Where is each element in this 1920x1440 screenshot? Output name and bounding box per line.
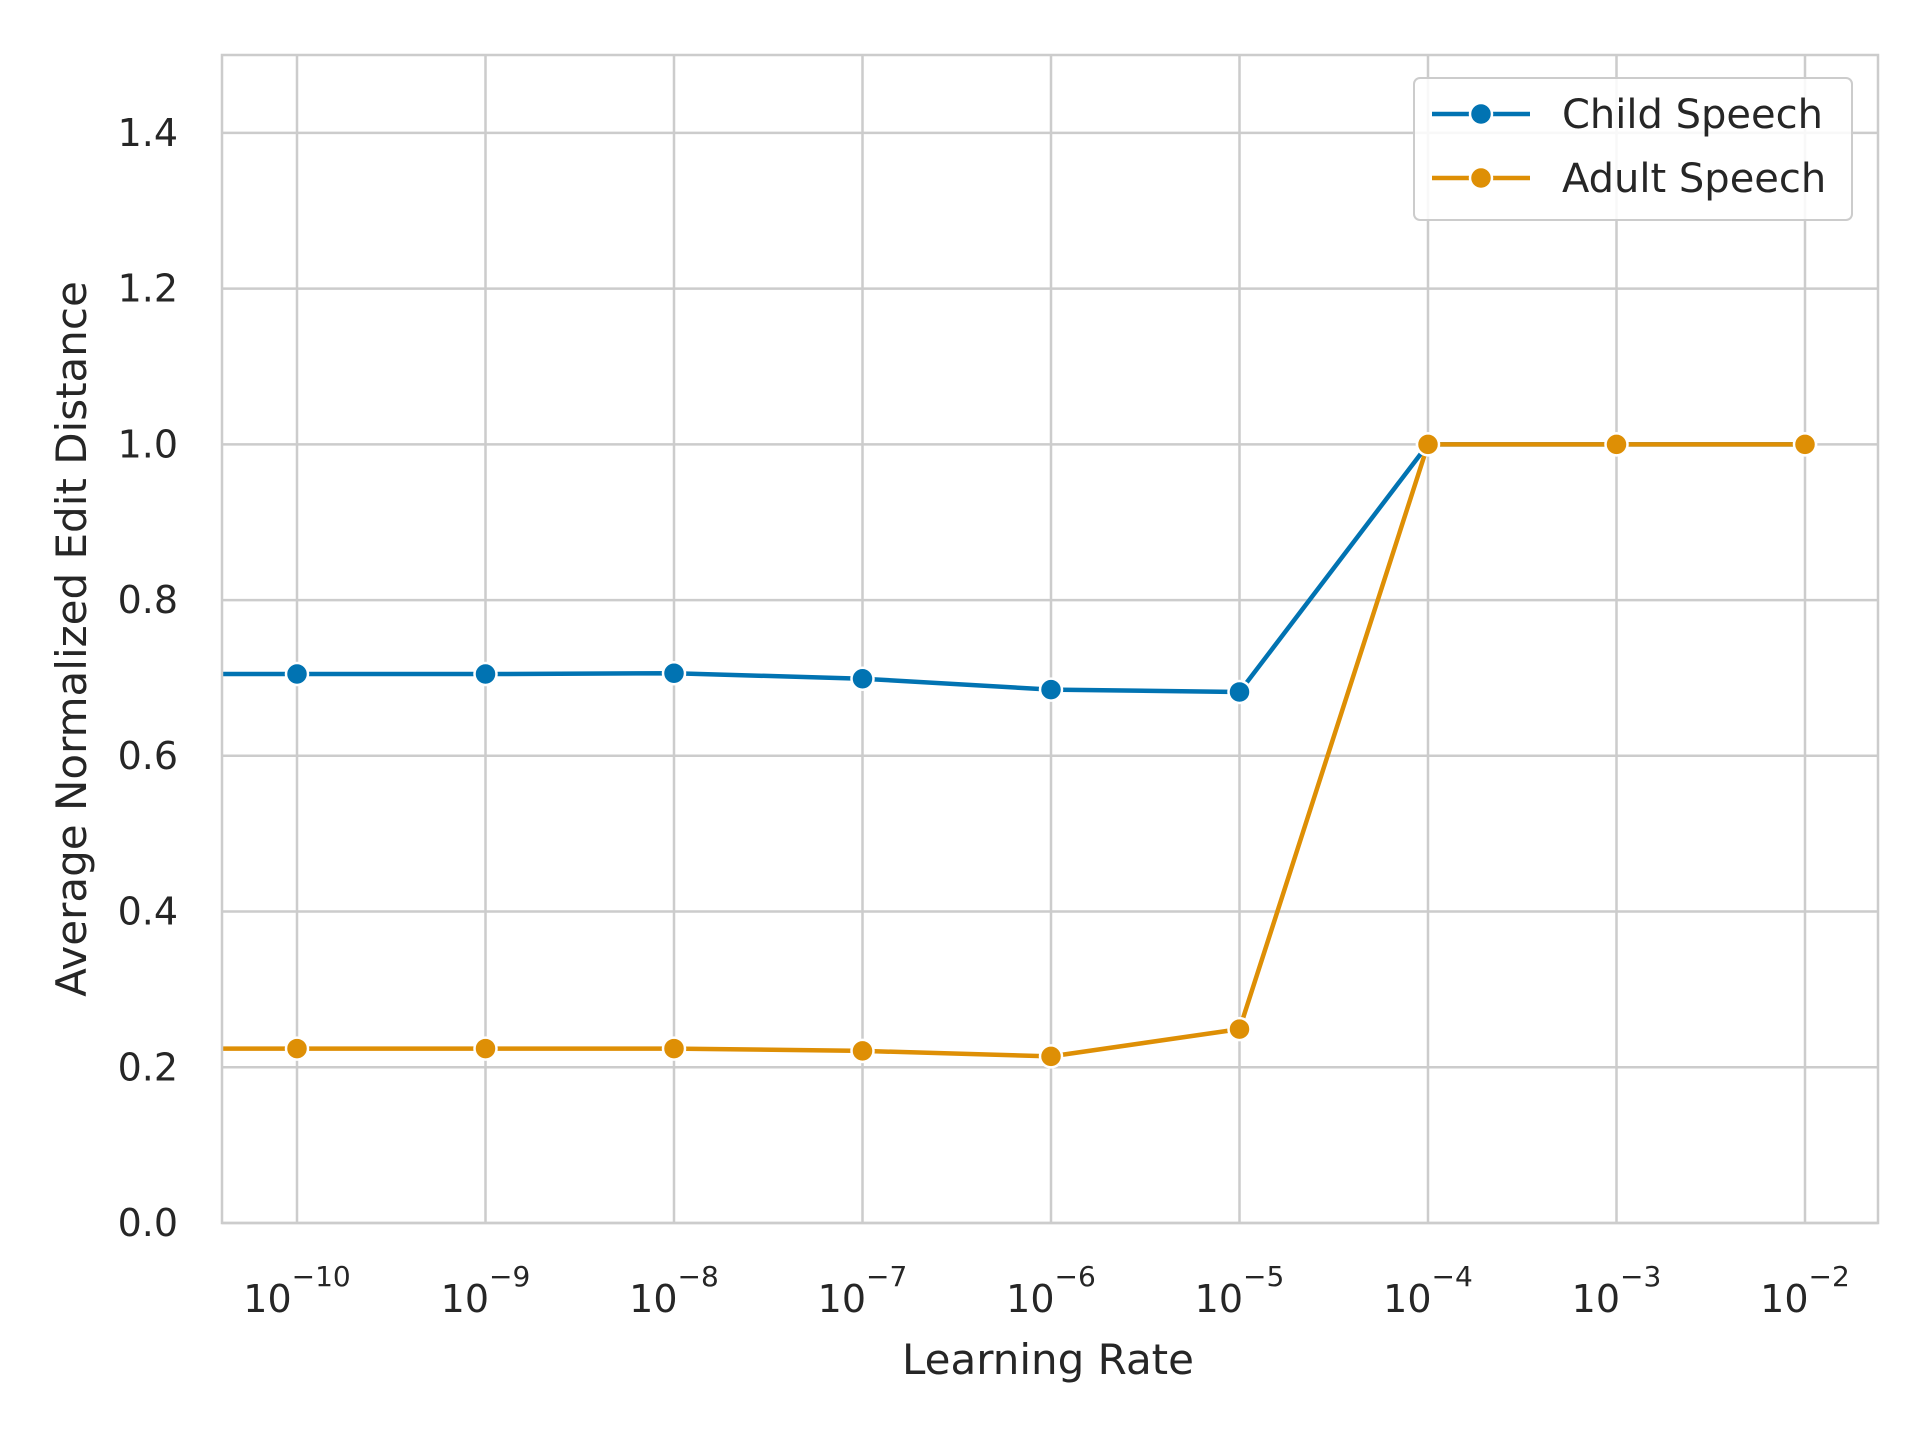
x-tick-exponent: −2 <box>1809 1260 1850 1293</box>
data-point <box>1415 432 1441 457</box>
y-tick-label: 0.0 <box>118 1201 178 1245</box>
legend-swatch-marker <box>1468 165 1494 191</box>
x-tick-exponent: −7 <box>866 1260 907 1293</box>
y-tick-label: 0.2 <box>118 1045 178 1089</box>
x-tick-exponent: −10 <box>292 1260 351 1293</box>
x-tick-exponent: −3 <box>1620 1260 1661 1293</box>
x-tick-exponent: −9 <box>489 1260 530 1293</box>
x-tick-base: 10 <box>1195 1277 1243 1321</box>
x-tick-exponent: −4 <box>1432 1260 1473 1293</box>
y-tick-label: 1.4 <box>118 111 178 155</box>
x-tick-label: 10−7 <box>818 1260 908 1321</box>
x-tick-base: 10 <box>629 1277 677 1321</box>
series-layer <box>222 432 1818 1069</box>
legend-swatch-marker <box>1468 101 1494 127</box>
x-tick-label: 10−10 <box>243 1260 350 1321</box>
x-tick-base: 10 <box>1760 1277 1808 1321</box>
x-tick-label: 10−5 <box>1195 1260 1285 1321</box>
series-adult-speech <box>222 432 1818 1069</box>
x-tick-label: 10−4 <box>1383 1260 1473 1321</box>
legend: Child Speech Adult Speech <box>1413 77 1853 221</box>
data-point <box>661 661 687 686</box>
data-point <box>1227 679 1252 705</box>
x-tick-base: 10 <box>441 1277 489 1321</box>
y-tick-label: 1.0 <box>118 422 178 466</box>
x-tick-label: 10−9 <box>441 1260 531 1321</box>
y-axis-label: Average Normalized Edit Distance <box>47 281 96 997</box>
data-point <box>1604 432 1629 457</box>
x-tick-label: 10−8 <box>629 1260 719 1321</box>
y-tick-label: 0.8 <box>118 578 178 622</box>
legend-label: Child Speech <box>1562 92 1823 138</box>
x-tick-exponent: −8 <box>678 1260 719 1293</box>
x-tick-base: 10 <box>243 1277 291 1321</box>
y-tick-label: 0.4 <box>118 890 178 934</box>
data-point <box>284 661 310 687</box>
data-point <box>1227 1016 1252 1042</box>
x-tick-label: 10−2 <box>1760 1260 1850 1321</box>
x-tick-base: 10 <box>1572 1277 1620 1321</box>
y-tick-labels: 0.0 0.2 0.4 0.6 0.8 1.0 1.2 1.4 <box>118 111 178 1245</box>
x-axis-label: Learning Rate <box>902 1335 1194 1384</box>
x-tick-base: 10 <box>818 1277 866 1321</box>
legend-label: Adult Speech <box>1562 156 1826 202</box>
data-point <box>850 1038 875 1064</box>
data-point <box>661 1036 687 1061</box>
data-point <box>1792 432 1818 457</box>
data-point <box>284 1036 310 1061</box>
plot-frame <box>220 53 1880 1225</box>
x-tick-label: 10−3 <box>1572 1260 1662 1321</box>
series-line <box>222 442 1805 1059</box>
x-tick-exponent: −6 <box>1055 1260 1096 1293</box>
data-point <box>1038 1044 1064 1069</box>
y-tick-label: 1.2 <box>118 267 178 311</box>
x-tick-base: 10 <box>1383 1277 1431 1321</box>
x-tick-base: 10 <box>1006 1277 1054 1321</box>
x-tick-label: 10−6 <box>1006 1260 1096 1321</box>
data-point <box>473 1036 498 1061</box>
x-tick-exponent: −5 <box>1243 1260 1284 1293</box>
data-point <box>850 666 875 691</box>
data-point <box>1038 677 1064 702</box>
y-tick-label: 0.6 <box>118 734 178 778</box>
data-point <box>473 661 498 687</box>
